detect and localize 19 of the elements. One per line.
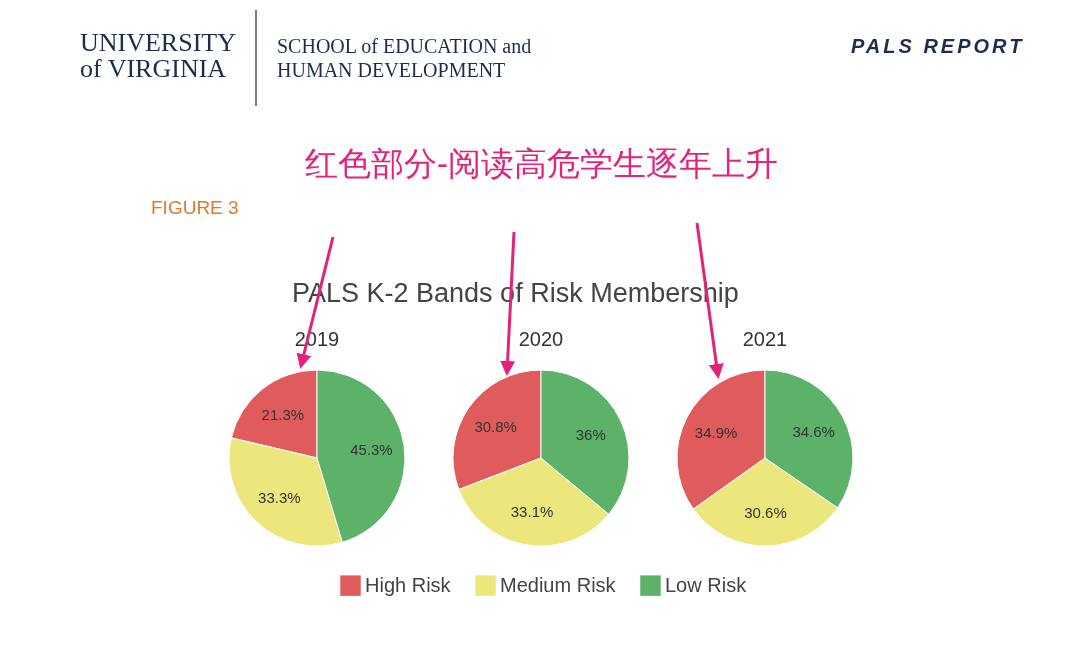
data-label: 30.6% bbox=[744, 504, 787, 521]
chart-title: 2021 bbox=[742, 328, 788, 350]
data-label: 33.3% bbox=[258, 489, 301, 507]
text: SCHOOL of EDUCATION and HUMAN DEVELOPMENT bbox=[277, 34, 533, 82]
chart-title: 2020 bbox=[518, 328, 564, 350]
legend-label: Medium Risk bbox=[500, 573, 617, 596]
data-label: 33.1% bbox=[510, 503, 554, 521]
text: PALS REPORT bbox=[851, 35, 1025, 58]
text: UNIVERSITY of VIRGINIA bbox=[80, 28, 237, 83]
data-label: 30.8% bbox=[474, 417, 517, 435]
data-label: 34.9% bbox=[694, 423, 738, 441]
legend-label: Low Risk bbox=[665, 573, 748, 596]
data-label: 21.3% bbox=[261, 405, 305, 423]
text: 红色部分-阅读高危学生逐年上升 bbox=[305, 144, 778, 184]
caption: FIGURE 3 bbox=[151, 197, 239, 219]
data-label: 36% bbox=[575, 425, 606, 443]
data-label: 45.3% bbox=[350, 440, 393, 458]
data-label: 34.6% bbox=[792, 423, 835, 441]
legend-label: High Risk bbox=[365, 573, 452, 596]
